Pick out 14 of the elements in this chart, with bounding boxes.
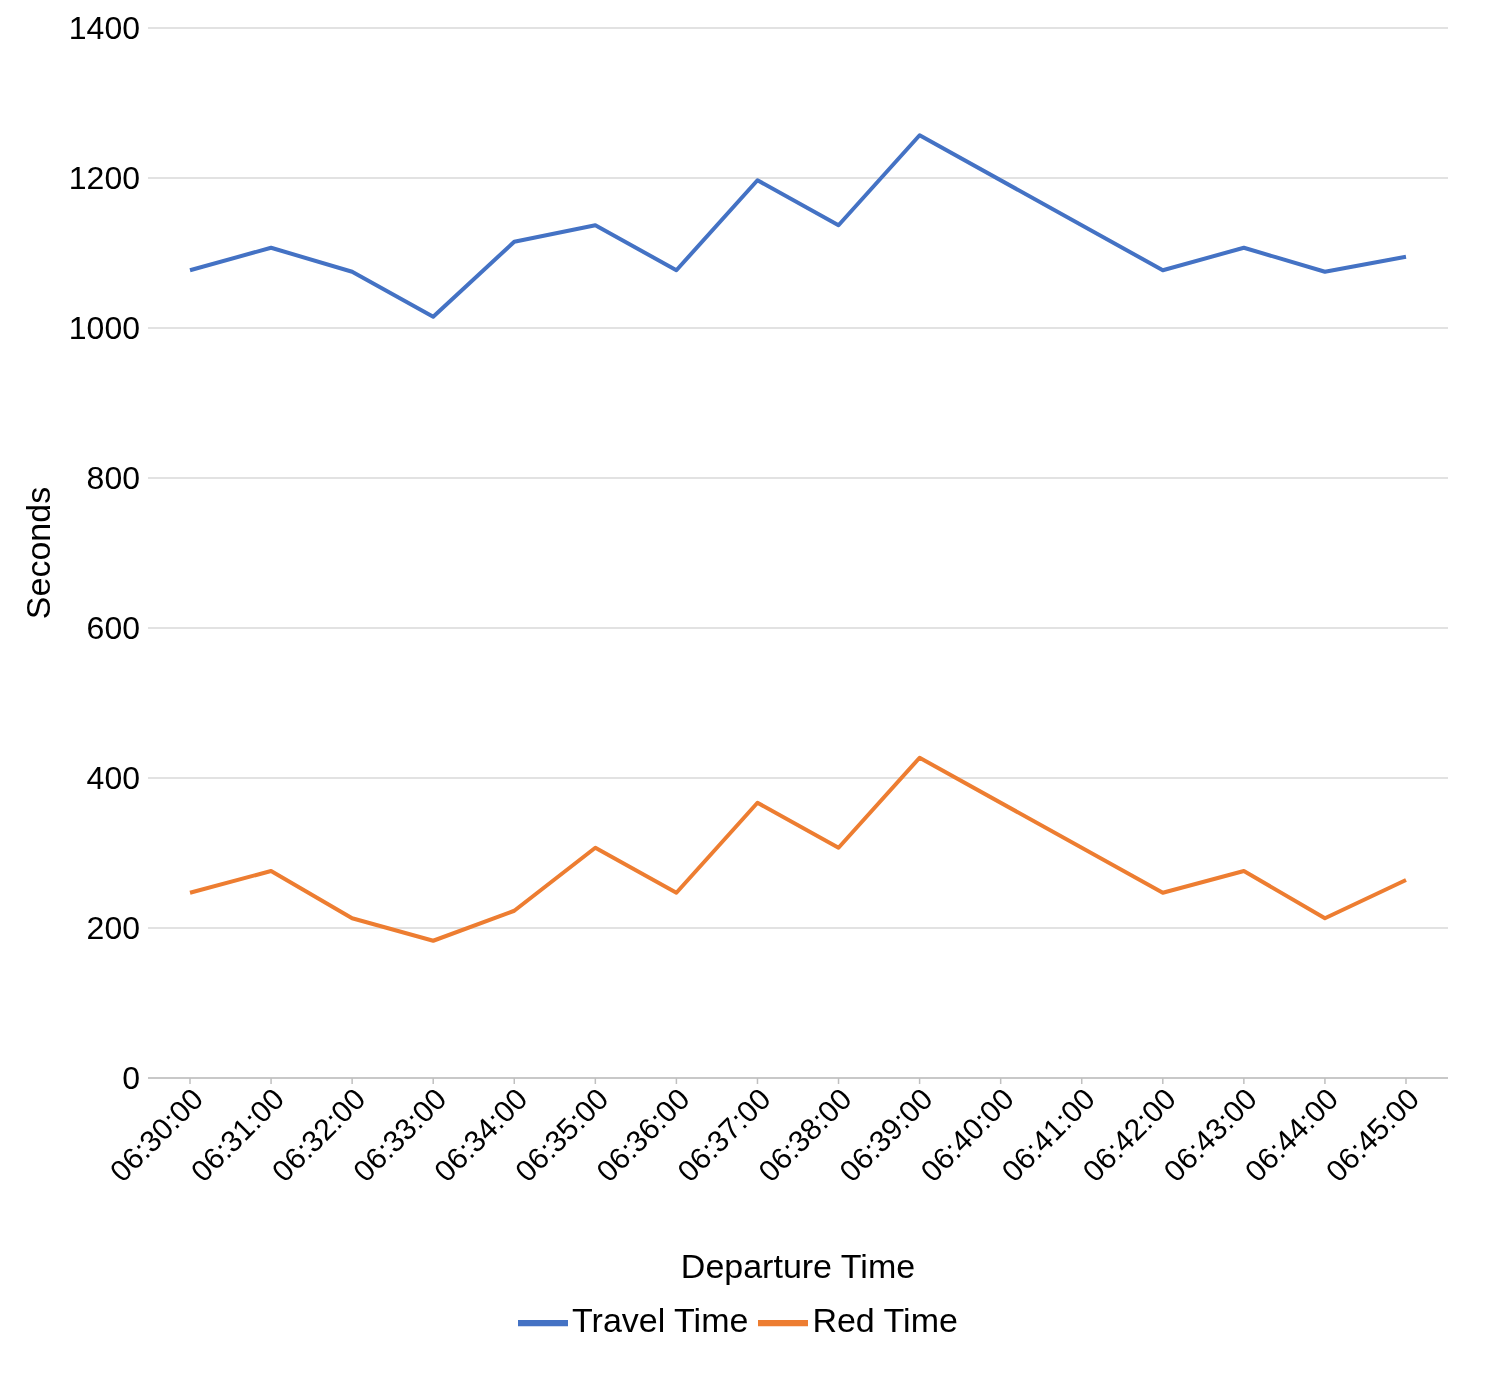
- y-tick-label: 400: [86, 760, 140, 797]
- y-tick-label: 1200: [68, 160, 140, 197]
- y-tick-label: 1000: [68, 310, 140, 347]
- y-tick-label: 600: [86, 610, 140, 647]
- legend-label: Red Time: [812, 1300, 958, 1339]
- y-axis-title: Seconds: [19, 486, 58, 620]
- y-tick-label: 0: [122, 1060, 140, 1097]
- y-tick-label: 1400: [68, 10, 140, 47]
- line-series: [188, 133, 1408, 319]
- y-tick-label: 800: [86, 460, 140, 497]
- x-axis-title: Departure Time: [680, 1247, 916, 1285]
- legend-label: Travel Time: [572, 1300, 749, 1339]
- y-tick-label: 200: [86, 910, 140, 947]
- line-series: [188, 755, 1408, 943]
